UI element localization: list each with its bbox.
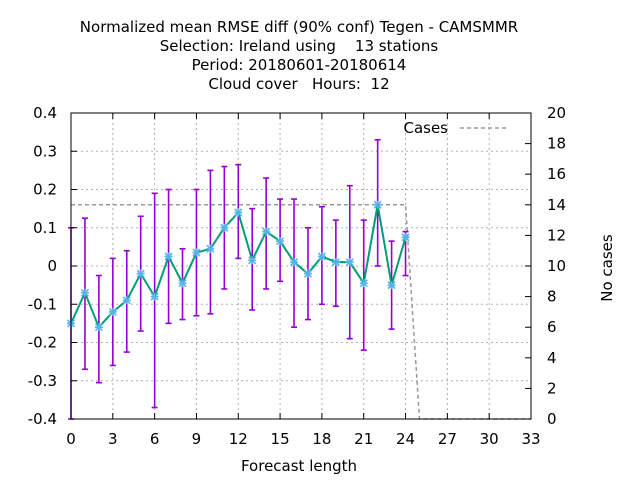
data-point bbox=[206, 244, 215, 253]
y-tick-label: -0.3 bbox=[28, 372, 57, 390]
data-point bbox=[401, 233, 410, 242]
x-tick-label: 18 bbox=[312, 430, 331, 448]
data-point bbox=[136, 269, 145, 278]
y2-tick-label: 6 bbox=[547, 318, 557, 336]
data-point bbox=[108, 307, 117, 316]
y2-tick-label: 2 bbox=[547, 379, 557, 397]
x-tick-label: 30 bbox=[480, 430, 499, 448]
title-line-1: Normalized mean RMSE diff (90% conf) Teg… bbox=[80, 18, 518, 36]
x-tick-label: 6 bbox=[150, 430, 160, 448]
y-tick-label: 0.1 bbox=[33, 219, 57, 237]
data-point bbox=[220, 223, 229, 232]
y2-tick-label: 12 bbox=[547, 226, 566, 244]
data-point bbox=[248, 256, 257, 265]
legend: Cases bbox=[403, 119, 506, 137]
x-tick-label: 3 bbox=[108, 430, 118, 448]
axes: 0 3 6 9 12 15 18 21 24 27 30 33-0.4-0.3-0.2-0.100.1… bbox=[28, 104, 566, 448]
title-line-4: Cloud cover Hours: 12 bbox=[208, 75, 389, 93]
data-point bbox=[345, 258, 354, 267]
legend-label-cases: Cases bbox=[403, 119, 448, 137]
data-point bbox=[276, 237, 285, 246]
data-point bbox=[122, 296, 131, 305]
title-line-3: Period: 20180601-20180614 bbox=[192, 56, 407, 74]
y2-tick-label: 8 bbox=[547, 288, 557, 306]
data-point bbox=[387, 281, 396, 290]
y2-tick-label: 20 bbox=[547, 104, 566, 122]
data-point bbox=[150, 292, 159, 301]
y-tick-label: -0.4 bbox=[28, 410, 57, 428]
title-line-2: Selection: Ireland using 13 stations bbox=[160, 37, 439, 55]
y2-tick-label: 18 bbox=[547, 135, 566, 153]
series-layer bbox=[66, 200, 410, 332]
chart-title: Normalized mean RMSE diff (90% conf) Teg… bbox=[80, 18, 518, 93]
x-tick-label: 0 bbox=[66, 430, 76, 448]
y-tick-label: -0.2 bbox=[28, 334, 57, 352]
x-tick-label: 9 bbox=[192, 430, 202, 448]
data-point bbox=[289, 258, 299, 267]
x-tick-label: 15 bbox=[271, 430, 290, 448]
data-point bbox=[80, 288, 90, 297]
x-tick-label: 27 bbox=[438, 430, 457, 448]
data-point bbox=[94, 323, 103, 332]
data-point bbox=[178, 279, 187, 288]
data-point bbox=[192, 248, 201, 257]
y-tick-label: 0.2 bbox=[33, 181, 57, 199]
data-point bbox=[262, 227, 271, 236]
data-point bbox=[303, 269, 313, 278]
y2-tick-label: 0 bbox=[547, 410, 557, 428]
y-tick-label: 0.4 bbox=[33, 104, 57, 122]
x-tick-label: 24 bbox=[396, 430, 415, 448]
y-tick-label: -0.1 bbox=[28, 295, 57, 313]
data-point bbox=[331, 258, 340, 267]
data-point bbox=[234, 208, 243, 217]
y2-tick-label: 16 bbox=[547, 165, 566, 183]
data-point bbox=[317, 252, 326, 261]
y-tick-label: 0.3 bbox=[33, 142, 57, 160]
errorbar bbox=[207, 169, 214, 315]
x-axis-label: Forecast length bbox=[241, 457, 357, 475]
y2-tick-label: 10 bbox=[547, 257, 566, 275]
data-point bbox=[373, 200, 382, 209]
y2-tick-label: 4 bbox=[547, 349, 557, 367]
data-point bbox=[359, 279, 368, 288]
y2-tick-label: 14 bbox=[547, 196, 566, 214]
data-point bbox=[164, 252, 173, 261]
x-tick-label: 33 bbox=[521, 430, 540, 448]
y-tick-label: 0 bbox=[47, 257, 57, 275]
x-tick-label: 12 bbox=[229, 430, 248, 448]
x-tick-label: 21 bbox=[354, 430, 373, 448]
y2-axis-label: No cases bbox=[598, 234, 616, 302]
